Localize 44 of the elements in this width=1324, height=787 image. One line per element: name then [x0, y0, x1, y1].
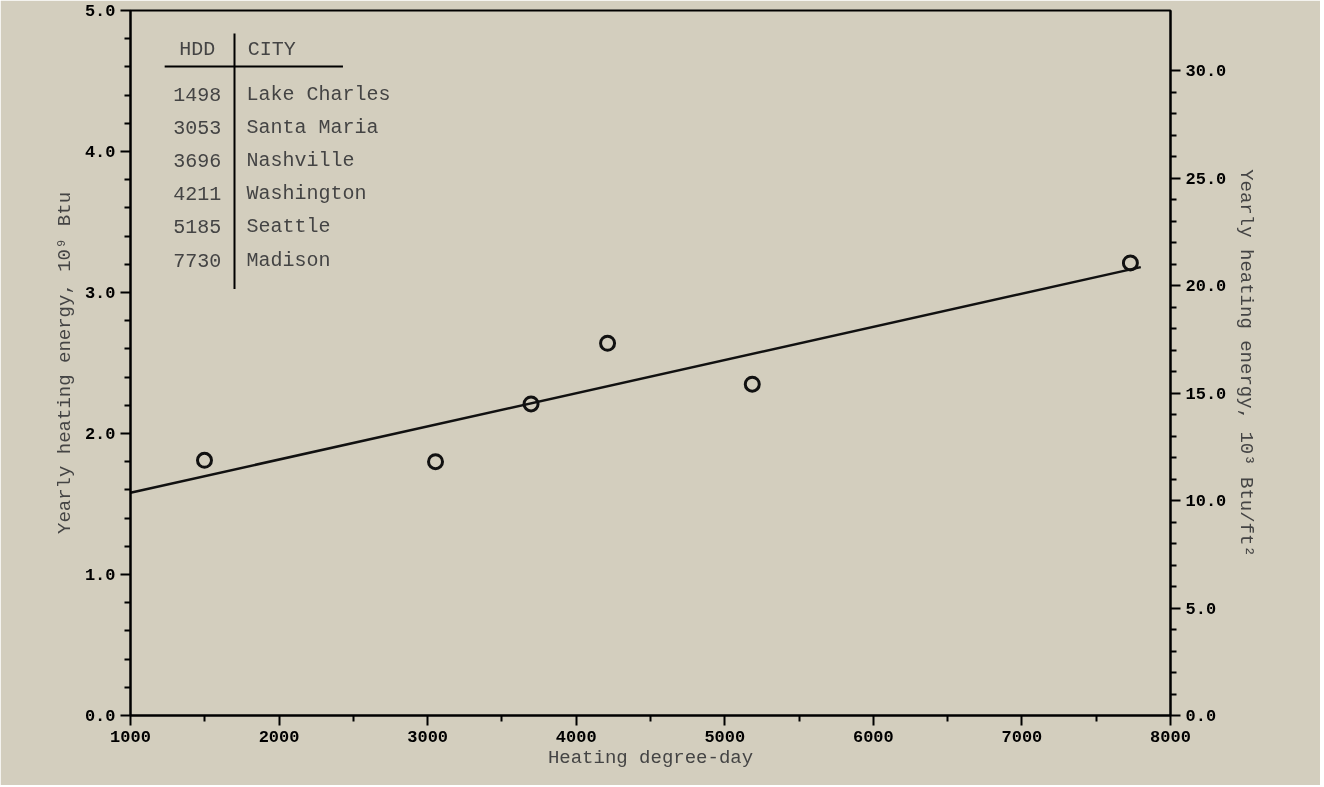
point: [522, 395, 540, 413]
annotation: Santa Maria: [246, 116, 379, 140]
y2-tick-label: 10.0: [1185, 492, 1227, 512]
y2-tick-label: 25.0: [1185, 169, 1227, 189]
point: [599, 334, 617, 352]
annotation: Nashville: [246, 149, 355, 173]
point: [195, 451, 213, 469]
y2-tick-label: 30.0: [1185, 62, 1227, 82]
annotation: 4211: [173, 183, 222, 207]
x-tick-label: 7000: [1001, 727, 1043, 747]
point: [427, 453, 445, 471]
y2-axis-title: Yearly heating energy, 10³ Btu/ft²: [1235, 169, 1258, 557]
point: [1121, 254, 1139, 272]
x-tick-label: 8000: [1150, 727, 1191, 747]
annotation: Washington: [246, 182, 367, 206]
y-axis-title: Yearly heating energy, 10⁹ Btu: [53, 191, 76, 535]
annotation: Lake Charles: [246, 82, 391, 106]
x-axis-title: Heating degree-day: [547, 746, 754, 769]
x-tick-label: 5000: [704, 727, 746, 747]
annotation: 5185: [173, 216, 222, 240]
annotation: 7730: [173, 249, 222, 273]
x-tick-label: 6000: [852, 727, 894, 747]
point: [743, 375, 761, 393]
y-tick-label: 2.0: [84, 425, 116, 444]
y-tick-label: 5.0: [84, 2, 116, 21]
annotation: 3696: [173, 150, 222, 174]
annotation: 3053: [173, 117, 222, 141]
y2-tick-label: 20.0: [1185, 277, 1227, 297]
annotation: 1498: [173, 83, 222, 107]
annotation: Seattle: [246, 215, 331, 239]
x-tick-label: 1000: [110, 727, 151, 747]
annotation: Madison: [246, 248, 331, 272]
x-tick-label: 3000: [407, 727, 449, 747]
annotation: HDD: [179, 38, 216, 62]
annotation: CITY: [247, 38, 296, 62]
y-tick-label: 3.0: [84, 284, 116, 303]
y2-tick-label: 5.0: [1185, 599, 1217, 619]
y-tick-label: 0.0: [84, 707, 116, 726]
x-tick-label: 4000: [555, 727, 597, 747]
y2-tick-label: 15.0: [1185, 384, 1227, 404]
y-tick-label: 4.0: [84, 143, 116, 162]
y-tick-label: 1.0: [84, 566, 116, 585]
y2-tick-label: 0.0: [1185, 707, 1217, 726]
x-tick-label: 2000: [258, 727, 300, 747]
